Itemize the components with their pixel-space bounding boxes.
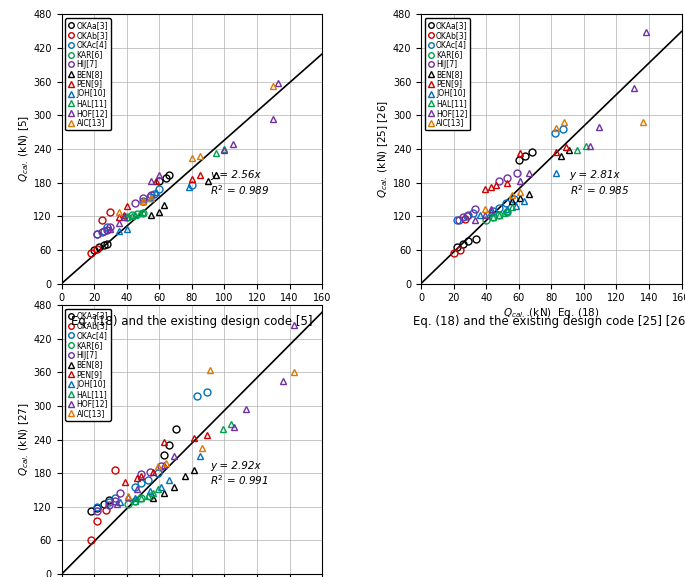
Text: y = 2.81x
$R^2$ = 0.985: y = 2.81x $R^2$ = 0.985 — [569, 170, 629, 197]
Y-axis label: $Q_{cal.}$ (kN) [25] [26]: $Q_{cal.}$ (kN) [25] [26] — [376, 100, 390, 198]
Legend: OKAa[3], OKAb[3], OKAc[4], KAR[6], HIJ[7], BEN[8], PEN[9], JOH[10], HAL[11], HOF: OKAa[3], OKAb[3], OKAc[4], KAR[6], HIJ[7… — [66, 309, 111, 421]
X-axis label: $Q_{cal.}$ (kN)  Eq. (18): $Q_{cal.}$ (kN) Eq. (18) — [144, 306, 240, 320]
Legend: OKAa[3], OKAb[3], OKAc[4], KAR[6], HIJ[7], BEN[8], PEN[9], JOH[10], HAL[11], HOF: OKAa[3], OKAb[3], OKAc[4], KAR[6], HIJ[7… — [425, 18, 471, 130]
Y-axis label: $Q_{cal.}$ (kN) [5]: $Q_{cal.}$ (kN) [5] — [17, 115, 31, 182]
X-axis label: $Q_{cal.}$ (kN)  Eq. (18): $Q_{cal.}$ (kN) Eq. (18) — [503, 306, 599, 320]
Text: Eq. (18) and the existing design code [5]: Eq. (18) and the existing design code [5… — [71, 315, 312, 328]
Y-axis label: $Q_{cal.}$ (kN) [27]: $Q_{cal.}$ (kN) [27] — [17, 403, 31, 477]
Legend: OKAa[3], OKAb[3], OKAc[4], KAR[6], HIJ[7], BEN[8], PEN[9], JOH[10], HAL[11], HOF: OKAa[3], OKAb[3], OKAc[4], KAR[6], HIJ[7… — [66, 18, 111, 130]
Text: y = 2.92x
$R^2$ = 0.991: y = 2.92x $R^2$ = 0.991 — [210, 461, 269, 487]
Text: Eq. (18) and the existing design code [25] [26]: Eq. (18) and the existing design code [2… — [413, 315, 685, 328]
Text: y = 2.56x
$R^2$ = 0.989: y = 2.56x $R^2$ = 0.989 — [210, 170, 269, 197]
